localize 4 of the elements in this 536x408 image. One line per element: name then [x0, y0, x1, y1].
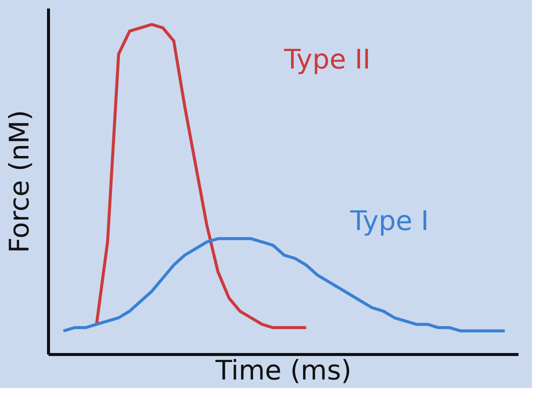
series-label: Type I	[349, 206, 429, 238]
text: Type II	[283, 44, 371, 76]
y-axis-title: Force (nM)	[4, 110, 36, 254]
x-axis-title: Time (ms)	[214, 356, 352, 386]
